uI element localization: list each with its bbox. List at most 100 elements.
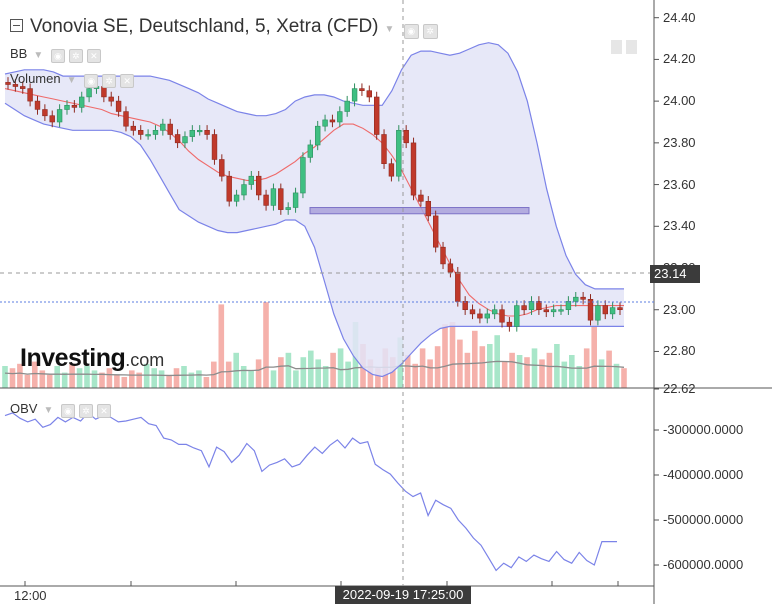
candle-body	[359, 88, 365, 91]
eye-icon[interactable]: ◉	[84, 74, 99, 88]
volume-bar	[569, 355, 575, 388]
volume-bar	[129, 370, 135, 388]
close-icon[interactable]: ✕	[86, 49, 101, 63]
volume-bar	[263, 302, 269, 388]
chevron-down-icon[interactable]: ▼	[33, 50, 44, 61]
volume-bar	[464, 352, 471, 388]
candle-body	[514, 305, 520, 327]
volume-bar	[576, 366, 583, 388]
gear-icon[interactable]: ✲	[68, 49, 83, 63]
volume-bar	[308, 350, 314, 388]
candle-body	[609, 307, 616, 315]
gear-icon[interactable]: ✲	[79, 404, 93, 418]
volume-bar	[151, 368, 157, 388]
volume-bar	[39, 370, 46, 388]
volume-bar	[472, 330, 478, 388]
y-tick-label: 24.00	[663, 93, 696, 109]
arrow-down-icon[interactable]	[611, 40, 622, 54]
volume-bar	[539, 359, 545, 388]
candle-body	[521, 305, 527, 311]
candle-body	[337, 111, 343, 123]
volume-bar	[203, 377, 210, 388]
level-band	[309, 207, 530, 215]
candle-body	[115, 100, 122, 112]
candle-body	[167, 123, 173, 135]
candle-body	[477, 313, 483, 319]
chevron-down-icon[interactable]: ▼	[384, 24, 395, 35]
volume-bar	[509, 352, 515, 388]
candle-body	[388, 163, 395, 177]
candle-body	[595, 305, 601, 321]
gear-icon[interactable]: ✲	[422, 24, 438, 39]
volume-bar	[270, 370, 277, 388]
candle-body	[204, 130, 210, 135]
candle-body	[617, 307, 623, 311]
candle-body	[101, 86, 107, 98]
volume-bar	[487, 344, 493, 388]
eye-icon[interactable]: ◉	[61, 404, 75, 418]
bollinger-bands	[4, 42, 624, 378]
candle-body	[285, 207, 291, 210]
candle-body	[543, 309, 550, 313]
current-price-label: 23.14	[650, 265, 700, 283]
close-icon[interactable]: ✕	[97, 404, 111, 418]
more-icon[interactable]	[626, 40, 637, 54]
candle-body	[491, 309, 498, 315]
candle-body	[602, 305, 609, 315]
obv-tick-label: -400000.0000	[663, 467, 744, 482]
volume-bar	[188, 372, 195, 388]
y-tick-label: 22.62	[663, 381, 696, 396]
candle-body	[42, 109, 48, 117]
volume-bar	[315, 359, 321, 388]
gear-icon[interactable]: ✲	[102, 74, 117, 88]
candle-body	[79, 96, 85, 108]
candle-body	[396, 130, 402, 177]
collapse-icon[interactable]	[10, 19, 23, 32]
candle-body	[86, 88, 92, 98]
candle-body	[573, 296, 579, 302]
close-icon[interactable]: ✕	[120, 74, 135, 88]
volume-bar	[196, 370, 202, 388]
candle-body	[425, 201, 431, 217]
candle-body	[160, 123, 166, 131]
eye-icon[interactable]: ◉	[50, 49, 65, 63]
candle-body	[565, 301, 572, 310]
volume-bar	[501, 361, 508, 388]
candle-body	[373, 96, 380, 135]
volume-bar	[121, 377, 128, 388]
candle-body	[19, 86, 26, 89]
candle-body	[278, 188, 284, 210]
chevron-down-icon[interactable]: ▼	[43, 405, 54, 416]
volume-bar	[240, 366, 247, 388]
candle-body	[550, 309, 557, 313]
volume-bar	[621, 368, 627, 388]
volume-bar	[293, 370, 299, 388]
candle-body	[241, 184, 247, 196]
candle-body	[418, 194, 424, 202]
volume-bar	[248, 370, 254, 388]
candle-body	[314, 125, 321, 146]
volume-bar	[136, 372, 142, 388]
volume-bar	[427, 359, 433, 388]
candle-body	[381, 134, 387, 165]
volume-bar	[345, 361, 351, 388]
volume-bar	[24, 374, 31, 388]
obv-tick-label: -300000.0000	[663, 422, 744, 437]
volume-bar	[114, 374, 120, 388]
candle-body	[248, 175, 254, 185]
volume-bar	[91, 370, 98, 388]
candle-body	[410, 142, 417, 196]
eye-icon[interactable]: ◉	[403, 24, 419, 39]
candle-body	[5, 82, 11, 85]
candle-body	[403, 130, 409, 144]
chevron-down-icon[interactable]: ▼	[66, 75, 77, 86]
volume-bar	[285, 352, 292, 388]
obv-legend: OBV ▼ ◉ ✲ ✕	[10, 401, 111, 418]
logo-domain: .com	[125, 350, 165, 370]
candle-body	[455, 271, 461, 302]
candle-body	[233, 194, 240, 202]
x-tick-label: 12:00	[14, 588, 47, 603]
volume-bar	[218, 304, 225, 388]
candle-body	[300, 157, 306, 194]
